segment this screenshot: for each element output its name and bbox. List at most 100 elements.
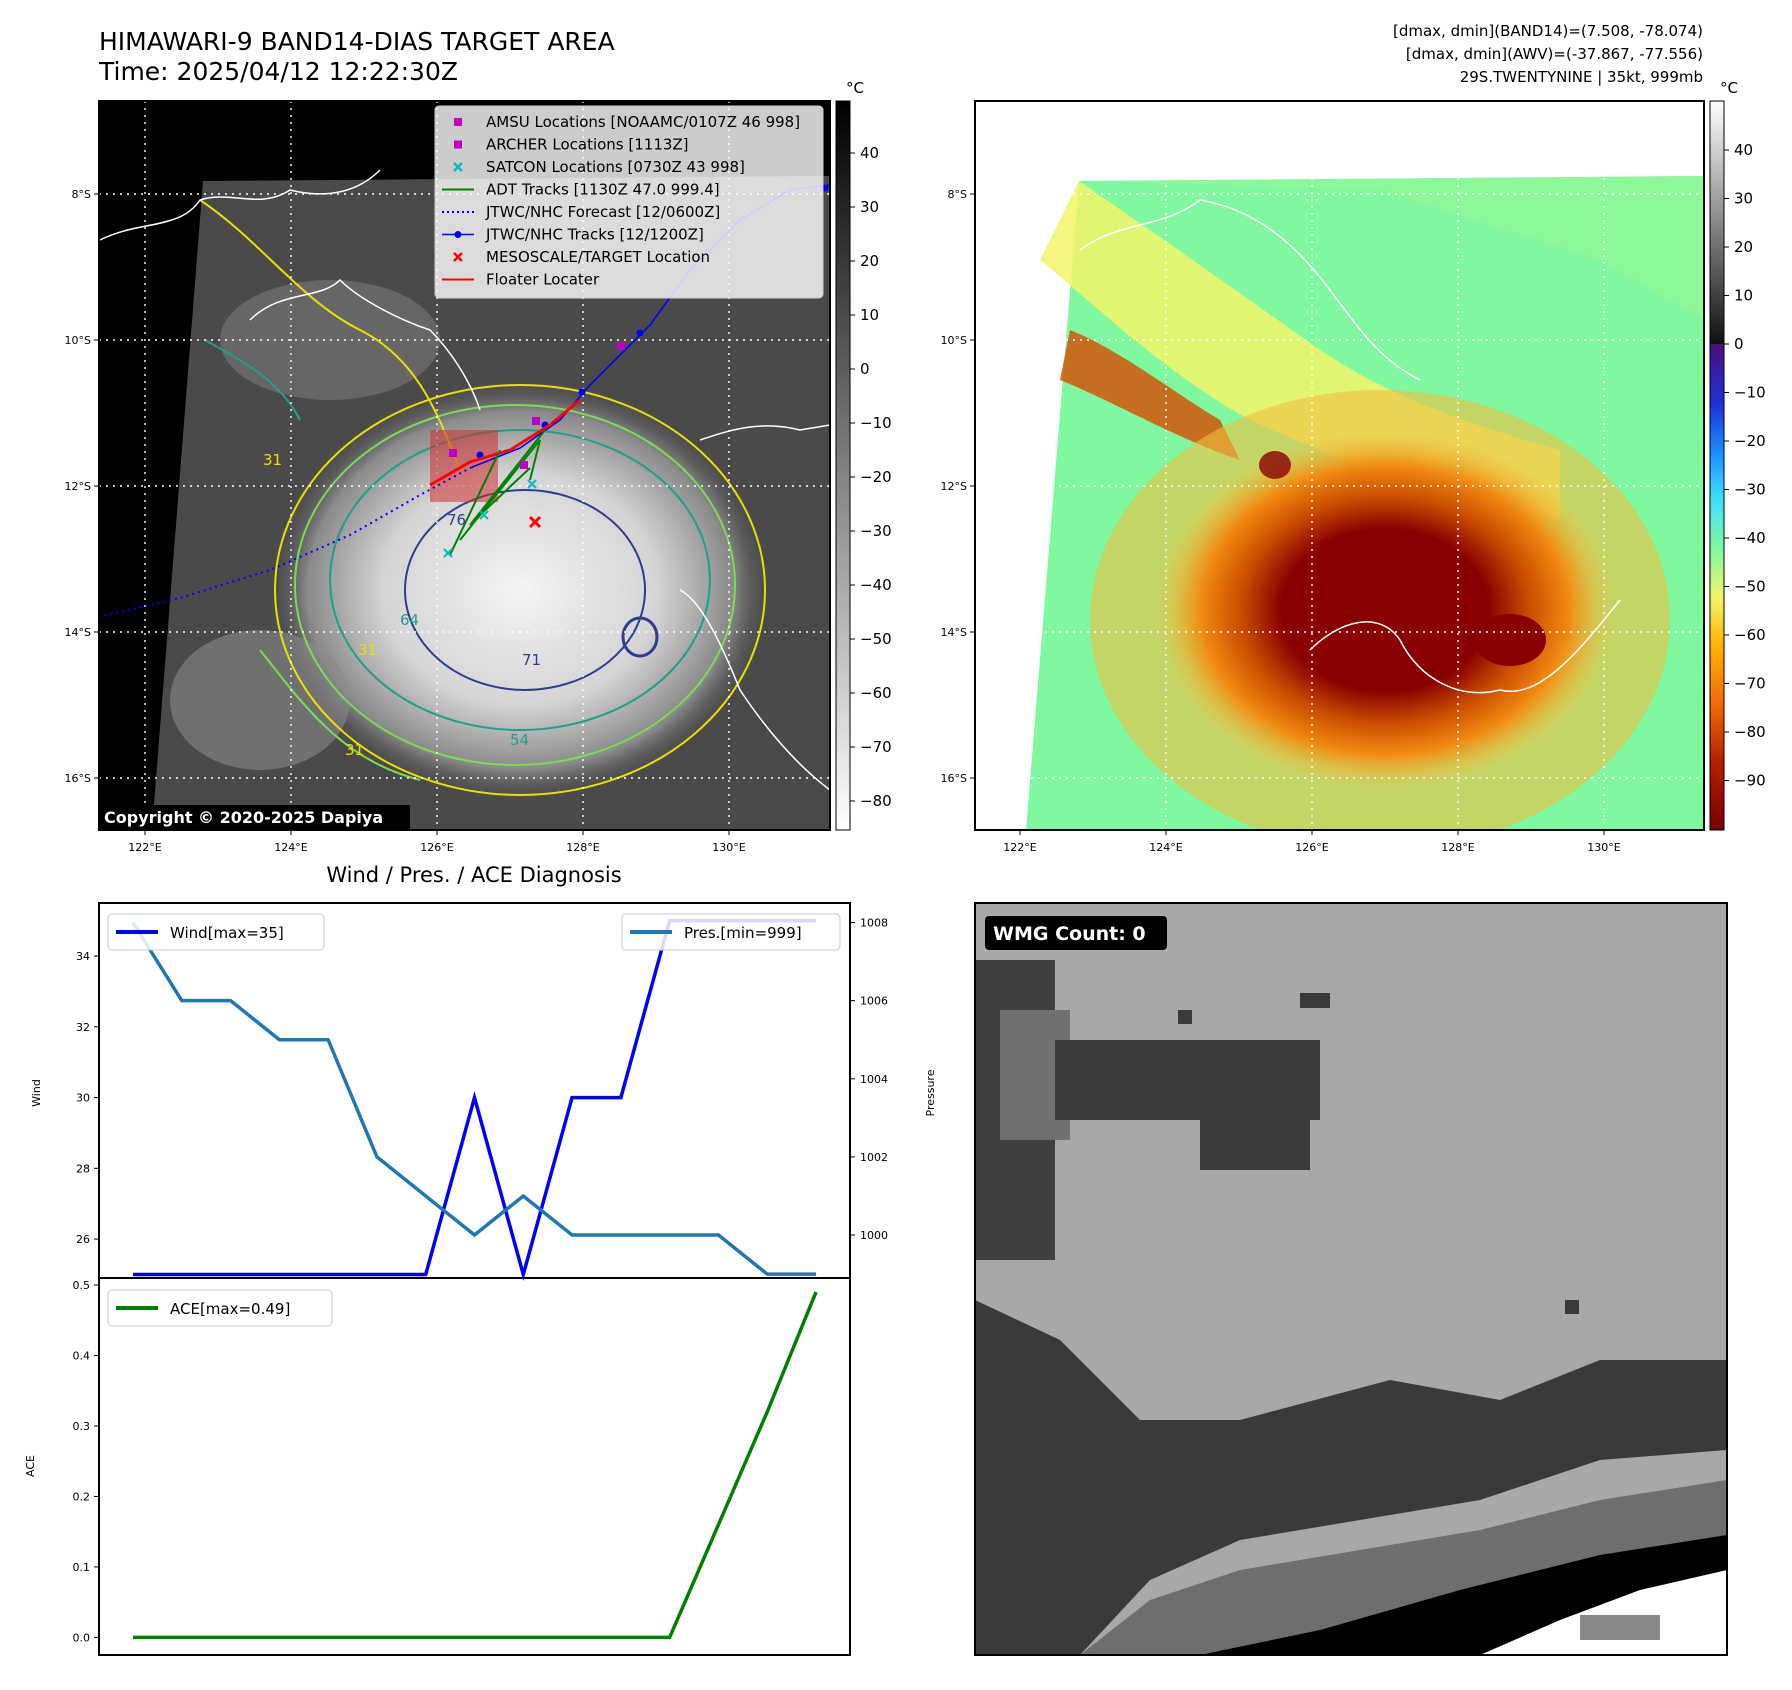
wind-tick-label: 34 <box>76 950 90 963</box>
colorbar-tick-label: −10 <box>860 414 892 432</box>
contour-label: 31 <box>263 451 282 469</box>
satcon-markers <box>443 479 537 558</box>
ir-map-frame <box>98 100 831 831</box>
ir-contour <box>199 199 461 471</box>
awv-gridlines <box>975 101 1704 830</box>
lat-tick-label: 16°S <box>65 772 91 785</box>
lon-tick-label: 122°E <box>128 841 161 854</box>
copyright-box <box>100 805 410 830</box>
legend-entry-label: Floater Locater <box>486 271 600 289</box>
colorbar-tick-label: −80 <box>1734 723 1766 741</box>
wind-tick-label: 26 <box>76 1233 90 1246</box>
ace-legend <box>107 1289 333 1327</box>
legend-entry-label: SATCON Locations [0730Z 43 998] <box>486 158 745 176</box>
colorbar-tick-label: 30 <box>1734 190 1753 208</box>
awv-dry-band <box>1060 330 1240 460</box>
archer-marker <box>520 461 528 469</box>
lat-tick-label: 10°S <box>941 334 967 347</box>
wmg-dark-band <box>975 1300 1727 1655</box>
awv-colorbar-frame <box>1709 100 1725 831</box>
wmg-block <box>1565 1300 1579 1314</box>
ace-tick-label: 0.3 <box>73 1420 91 1433</box>
ir-contour <box>294 404 736 766</box>
lon-tick-label: 130°E <box>1587 841 1620 854</box>
lat-tick-label: 12°S <box>941 480 967 493</box>
diagnosis-title: Wind / Pres. / ACE Diagnosis <box>326 863 621 887</box>
colorbar-tick-label: −80 <box>860 792 892 810</box>
colorbar-tick-label: −40 <box>1734 529 1766 547</box>
lon-tick-label: 124°E <box>1149 841 1182 854</box>
wind-tick-label: 32 <box>76 1021 90 1034</box>
colorbar-tick-label: 30 <box>860 198 879 216</box>
ir-cloud-patch <box>170 630 350 770</box>
archer-marker <box>617 342 625 350</box>
lat-tick-label: 14°S <box>941 626 967 639</box>
legend-entry-label: JTWC/NHC Forecast [12/0600Z] <box>485 203 720 221</box>
legend-marker <box>453 252 463 262</box>
lon-tick-label: 128°E <box>1441 841 1474 854</box>
lat-tick-label: 8°S <box>948 188 967 201</box>
wmg-block <box>1178 1010 1192 1024</box>
legend-marker <box>454 118 462 126</box>
ir-contour <box>621 616 659 658</box>
wmg-block <box>1200 1090 1310 1170</box>
colorbar-tick-label: 10 <box>1734 287 1753 305</box>
ir-contour <box>404 489 646 691</box>
colorbar-tick-label: 40 <box>1734 141 1753 159</box>
ace-tick-label: 0.2 <box>73 1490 91 1503</box>
colorbar-tick-label: −70 <box>1734 675 1766 693</box>
colorbar-tick-label: −10 <box>1734 384 1766 402</box>
ir-contour <box>259 649 421 781</box>
jtwc-track-point <box>636 329 644 337</box>
wind-pressure-axes <box>98 902 851 1279</box>
pressure-tick-label: 1000 <box>860 1229 888 1242</box>
colorbar-tick-label: −60 <box>1734 626 1766 644</box>
colorbar-tick-label: −20 <box>860 468 892 486</box>
legend-entry-label: MESOSCALE/TARGET Location <box>486 248 710 266</box>
wind-tick-label: 30 <box>76 1092 90 1105</box>
legend-marker <box>454 231 462 238</box>
figure-time: Time: 2025/04/12 12:22:30Z <box>98 57 458 86</box>
wmg-mid-band <box>1080 1480 1727 1655</box>
ace-legend-label: ACE[max=0.49] <box>170 1300 290 1318</box>
floater-locater-track <box>429 398 581 487</box>
awv-colorbar-upper <box>1710 101 1724 344</box>
pressure-axis-label: Pressure <box>924 1069 937 1116</box>
legend-marker <box>453 162 463 172</box>
ace-axes <box>98 1277 851 1656</box>
legend-entry-label: ADT Tracks [1130Z 47.0 999.4] <box>486 181 720 199</box>
contour-label: 71 <box>522 651 541 669</box>
copyright-text: Copyright © 2020-2025 Dapiya <box>104 808 383 827</box>
awv-storm-core <box>1155 430 1615 790</box>
ace-tick-label: 0.5 <box>73 1279 91 1292</box>
awv-storm-cell <box>1259 451 1291 479</box>
ace-tick-label: 0.1 <box>73 1561 91 1574</box>
ace-tick-label: 0.0 <box>73 1631 91 1644</box>
ir-storm-cloud <box>270 380 770 800</box>
storm-info: 29S.TWENTYNINE | 35kt, 999mb <box>1460 68 1703 86</box>
pressure-legend-label: Pres.[min=999] <box>684 924 802 942</box>
diagnosis-panel: Wind / Pres. / ACE Diagnosis Wind Pressu… <box>24 863 937 1656</box>
legend-marker <box>454 140 462 149</box>
amsu-marker <box>449 449 457 457</box>
colorbar-tick-label: −60 <box>860 684 892 702</box>
colorbar-tick-label: 40 <box>860 144 879 162</box>
colorbar-tick-label: 20 <box>1734 238 1753 256</box>
lat-tick-label: 10°S <box>65 334 91 347</box>
awv-moist-area <box>1079 176 1704 320</box>
ir-colorbar <box>835 100 851 831</box>
pressure-tick-label: 1004 <box>860 1073 888 1086</box>
ace-axis-label: ACE <box>24 1455 37 1477</box>
awv-map-frame <box>974 100 1705 831</box>
colorbar-tick-label: −20 <box>1734 432 1766 450</box>
colorbar-tick-label: −40 <box>860 576 892 594</box>
lon-tick-label: 124°E <box>274 841 307 854</box>
dmax-dmin-awv: [dmax, dmin](AWV)=(-37.867, -77.556) <box>1406 45 1703 63</box>
awv-map-panel: 8°S 10°S 12°S 14°S 16°S 122°E 124°E 126°E 128°E… <box>941 79 1766 854</box>
ace-series-line <box>133 1291 818 1640</box>
wmg-count-box <box>985 916 1167 950</box>
lon-tick-label: 126°E <box>1295 841 1328 854</box>
wind-tick-label: 28 <box>76 1162 90 1175</box>
ir-contour <box>204 339 301 421</box>
wind-legend <box>107 913 325 951</box>
